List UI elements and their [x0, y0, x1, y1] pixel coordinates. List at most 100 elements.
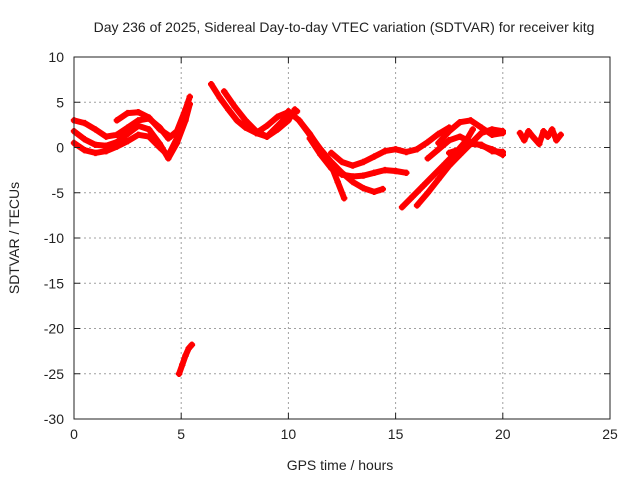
data-point: [274, 113, 281, 120]
data-point: [424, 189, 431, 196]
x-tick-label: 25: [602, 426, 618, 442]
data-point: [557, 131, 564, 139]
data-point: [231, 103, 238, 110]
data-point: [446, 162, 453, 169]
data-point: [81, 147, 88, 154]
y-tick-label: -15: [44, 275, 64, 291]
data-point: [253, 129, 260, 137]
data-point: [92, 141, 99, 148]
data-point: [469, 126, 476, 133]
data-point: [435, 146, 442, 153]
y-tick-label: -25: [44, 366, 64, 382]
data-point: [548, 126, 556, 133]
data-point: [349, 178, 356, 186]
data-point: [435, 130, 442, 138]
data-point: [145, 114, 153, 121]
data-point: [370, 188, 378, 196]
data-point: [186, 100, 193, 108]
data-point: [124, 137, 131, 145]
data-point: [92, 126, 99, 133]
data-point: [488, 131, 496, 139]
data-point: [334, 178, 341, 186]
y-tick-label: -20: [44, 321, 64, 337]
data-point: [379, 185, 386, 193]
data-point: [420, 182, 427, 189]
data-point: [392, 146, 399, 153]
data-point: [516, 129, 524, 137]
y-axis-label: SDTVAR / TECUs: [6, 182, 22, 294]
x-axis-label: GPS time / hours: [287, 457, 394, 473]
data-point: [398, 204, 406, 211]
data-point: [360, 158, 367, 166]
y-tick-label: -5: [52, 185, 65, 201]
x-tick-label: 0: [70, 426, 78, 442]
data-point: [360, 185, 367, 192]
data-point: [488, 147, 496, 155]
data-point: [499, 148, 506, 156]
data-point: [435, 175, 442, 183]
data-point: [295, 117, 303, 124]
data-point: [456, 146, 464, 153]
y-tick-label: -30: [44, 411, 64, 427]
data-point: [360, 172, 367, 179]
data-point: [167, 133, 174, 140]
data-point: [424, 138, 431, 146]
data-point: [145, 133, 153, 140]
data-point: [263, 122, 271, 129]
data-point: [113, 131, 121, 139]
data-point: [165, 152, 172, 159]
data-point: [293, 108, 301, 115]
data-point: [478, 124, 485, 131]
data-point: [540, 128, 547, 135]
data-point: [349, 162, 356, 169]
data-point: [102, 133, 110, 140]
data-point: [216, 94, 223, 101]
data-point: [370, 169, 378, 177]
data-point: [179, 361, 186, 368]
data-point: [456, 133, 464, 140]
data-point: [242, 120, 249, 128]
data-point: [525, 128, 532, 135]
data-point: [424, 155, 431, 162]
data-point: [413, 202, 421, 209]
data-point: [536, 140, 543, 148]
data-point: [220, 88, 228, 95]
data-point: [188, 341, 196, 348]
data-point: [403, 169, 410, 177]
series-trace: [399, 126, 476, 211]
data-point: [182, 111, 189, 119]
data-point: [173, 135, 181, 142]
x-tick-label: 5: [177, 426, 185, 442]
data-point: [553, 137, 560, 144]
y-tick-label: -10: [44, 230, 64, 246]
data-point: [338, 171, 346, 178]
data-point: [430, 171, 438, 178]
data-point: [263, 133, 271, 140]
data-point: [467, 117, 474, 124]
x-tick-label: 20: [495, 426, 511, 442]
data-point: [274, 122, 281, 129]
data-point: [135, 117, 142, 124]
data-point: [81, 119, 88, 127]
data-point: [349, 173, 356, 180]
data-point: [208, 80, 215, 88]
data-point: [340, 194, 348, 202]
data-point: [135, 122, 142, 129]
grid-lines: [74, 57, 610, 419]
data-point: [186, 93, 193, 101]
y-tick-label: 0: [56, 140, 64, 156]
data-point: [182, 352, 189, 359]
data-point: [338, 158, 346, 166]
data-point: [499, 129, 506, 137]
data-point: [392, 167, 399, 175]
data-point: [124, 109, 131, 117]
data-point: [92, 149, 99, 157]
data-point: [102, 147, 110, 155]
series-trace: [306, 135, 410, 180]
data-point: [124, 130, 131, 138]
axis-ticks: 0 5 10 15 20 25 -30 -25 -20 -15 -10 -5 0 5 10: [44, 49, 618, 442]
data-point: [381, 147, 389, 155]
data-point: [529, 133, 537, 140]
data-series-arc-q: [446, 140, 506, 157]
